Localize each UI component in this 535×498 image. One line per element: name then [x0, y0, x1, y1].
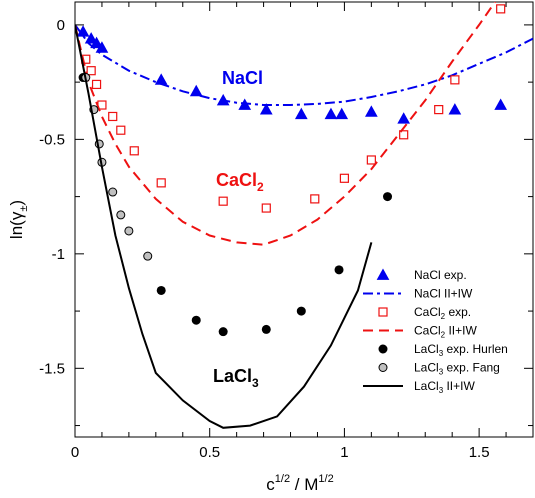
data-point-nacl_exp	[154, 73, 168, 85]
legend-label-lacl3_hurlen: LaCl3 exp. Hurlen	[414, 342, 508, 358]
data-point-lacl3_hurlen	[191, 315, 201, 325]
data-point-nacl_exp	[448, 103, 462, 115]
data-point-nacl_exp	[259, 103, 273, 115]
data-point-nacl_exp	[90, 36, 103, 49]
legend-label-lacl3_fang: LaCl3 exp. Fang	[414, 361, 500, 377]
legend-marker-nacl_exp	[376, 268, 390, 280]
data-point-cacl2_exp	[91, 79, 102, 90]
data-point-lacl3_fang	[116, 210, 126, 220]
series-line-lacl3_model	[75, 24, 373, 429]
data-point-cacl2_exp	[399, 130, 409, 140]
y-tick-label: -1	[52, 246, 65, 263]
x-tick-label: 0.5	[199, 444, 220, 461]
data-point-cacl2_exp	[218, 196, 228, 206]
y-tick-label: 0	[57, 17, 65, 34]
x-axis-title: c1/2 / M1/2	[266, 473, 333, 494]
data-point-lacl3_hurlen	[261, 324, 271, 334]
data-point-nacl_exp	[494, 98, 508, 110]
data-point-cacl2_exp	[434, 105, 444, 115]
data-point-lacl3_hurlen	[334, 265, 344, 275]
data-point-nacl_exp	[84, 32, 98, 44]
y-tick-label: -0.5	[39, 131, 65, 148]
data-point-nacl_exp	[95, 41, 109, 53]
data-point-cacl2_exp	[129, 146, 139, 156]
data-point-cacl2_exp	[496, 4, 506, 14]
legend-marker-lacl3_hurlen	[378, 344, 388, 354]
data-point-nacl_exp	[189, 84, 203, 97]
data-point-nacl_exp	[324, 107, 338, 120]
x-tick-label: 1	[340, 444, 348, 461]
legend-label-nacl_exp: NaCl exp.	[414, 268, 467, 282]
data-point-cacl2_exp	[108, 111, 118, 122]
annotation-cacl2: CaCl2	[216, 170, 264, 194]
y-axis-title: ln(γ±)	[7, 200, 30, 239]
legend-label-cacl2_model: CaCl2 II+IW	[414, 324, 477, 340]
legend-label-lacl3_model: LaCl3 II+IW	[414, 379, 475, 395]
data-point-cacl2_exp	[366, 155, 376, 165]
series-line-cacl2_model	[75, 2, 497, 246]
legend-marker-cacl2_exp	[378, 307, 388, 317]
data-point-nacl_exp	[294, 107, 308, 120]
data-point-cacl2_exp	[261, 203, 271, 213]
y-tick-label: -1.5	[39, 360, 65, 377]
legend-label-nacl_model: NaCl II+IW	[414, 287, 473, 301]
data-point-cacl2_exp	[450, 75, 460, 85]
data-point-lacl3_fang	[124, 226, 134, 236]
data-point-cacl2_exp	[310, 194, 320, 204]
legend-marker-lacl3_fang	[378, 363, 388, 372]
x-tick-label: 0	[71, 444, 79, 461]
data-point-lacl3_hurlen	[296, 306, 306, 316]
x-tick-label: 1.5	[469, 444, 490, 461]
data-point-lacl3_hurlen	[383, 192, 393, 202]
data-point-cacl2_exp	[156, 178, 166, 188]
series-group	[75, 2, 533, 429]
data-point-lacl3_hurlen	[156, 285, 166, 295]
data-point-nacl_exp	[365, 105, 378, 117]
data-point-lacl3_fang	[108, 187, 118, 197]
data-point-lacl3_hurlen	[218, 327, 228, 337]
annotation-nacl: NaCl	[222, 68, 263, 88]
data-point-lacl3_fang	[143, 251, 153, 261]
annotation-lacl3: LaCl3	[213, 366, 259, 390]
data-point-cacl2_exp	[116, 125, 126, 135]
plot-frame	[74, 1, 534, 438]
series-line-nacl_model	[75, 24, 533, 106]
data-point-nacl_exp	[335, 107, 349, 120]
data-point-nacl_exp	[397, 112, 411, 124]
data-point-cacl2_exp	[339, 173, 350, 183]
legend-label-cacl2_exp: CaCl2 exp.	[414, 305, 471, 321]
data-point-cacl2_exp	[86, 66, 96, 76]
